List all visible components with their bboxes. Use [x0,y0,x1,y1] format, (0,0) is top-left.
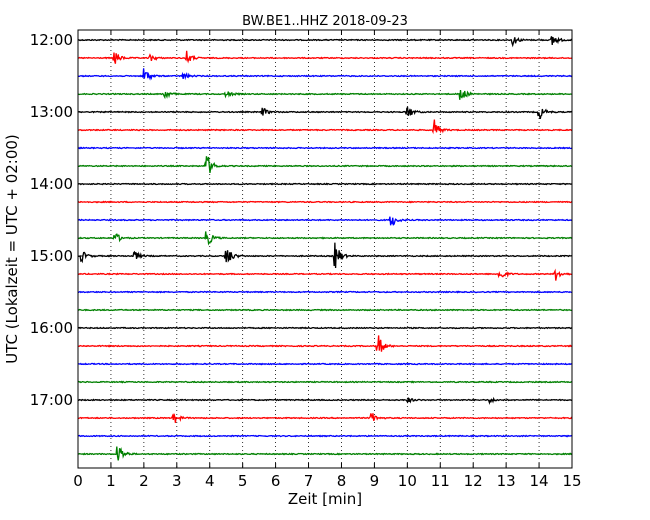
trace-1530 [77,290,573,294]
trace-1700 [77,396,573,405]
x-tick-label: 1 [106,472,116,490]
y-axis-title: UTC (Lokalzeit = UTC + 02:00) [3,134,21,364]
x-tick-label: 0 [73,472,83,490]
x-tick-label: 12 [464,472,483,490]
trace-1615 [77,335,573,352]
x-axis-title: Zeit [min] [288,490,362,508]
x-tick-label: 10 [398,472,417,490]
x-tick-label: 2 [139,472,149,490]
x-tick-label: 4 [205,472,215,490]
y-axis: 12:00 13:00 14:00 15:00 16:00 17:00 [30,31,572,409]
trace-1415 [77,200,573,204]
trace-1245 [77,90,573,100]
trace-1600 [77,326,573,330]
x-tick-label: 8 [337,472,347,490]
trace-1400 [77,182,573,186]
trace-1500 [77,242,573,268]
x-tick-label: 11 [431,472,450,490]
trace-1215 [77,50,573,64]
x-tick-label: 7 [304,472,314,490]
y-tick-label: 14:00 [30,175,73,193]
plot-frame [77,29,573,469]
trace-1430 [77,216,573,226]
trace-layer [77,36,573,461]
y-tick-label: 15:00 [30,247,73,265]
trace-1330 [77,146,573,150]
x-tick-label: 5 [238,472,248,490]
trace-1315 [77,119,573,135]
y-tick-label: 13:00 [30,103,73,121]
trace-1515 [77,268,573,281]
x-tick-label: 3 [172,472,182,490]
trace-1300 [77,106,573,119]
trace-1200 [77,36,572,48]
x-tick-label: 9 [370,472,380,490]
trace-1230 [77,68,573,81]
trace-1445 [77,231,573,246]
x-tick-label: 6 [271,472,281,490]
trace-1345 [77,156,573,173]
y-tick-label: 12:00 [30,31,73,49]
y-tick-label: 17:00 [30,391,73,409]
y-tick-label: 16:00 [30,319,73,337]
trace-1715 [77,413,573,423]
trace-1645 [77,380,573,384]
trace-1630 [77,362,573,366]
trace-1545 [78,308,573,312]
chart-title: BW.BE1..HHZ 2018-09-23 [242,14,408,29]
grid-layer [110,30,540,468]
x-tick-label: 13 [497,472,516,490]
x-tick-label: 15 [562,472,581,490]
trace-1730 [77,434,573,438]
x-tick-label: 14 [530,472,549,490]
trace-1745 [77,446,573,461]
x-axis: 0 1 2 3 4 5 6 7 8 9 10 11 12 13 14 15 [73,30,582,490]
